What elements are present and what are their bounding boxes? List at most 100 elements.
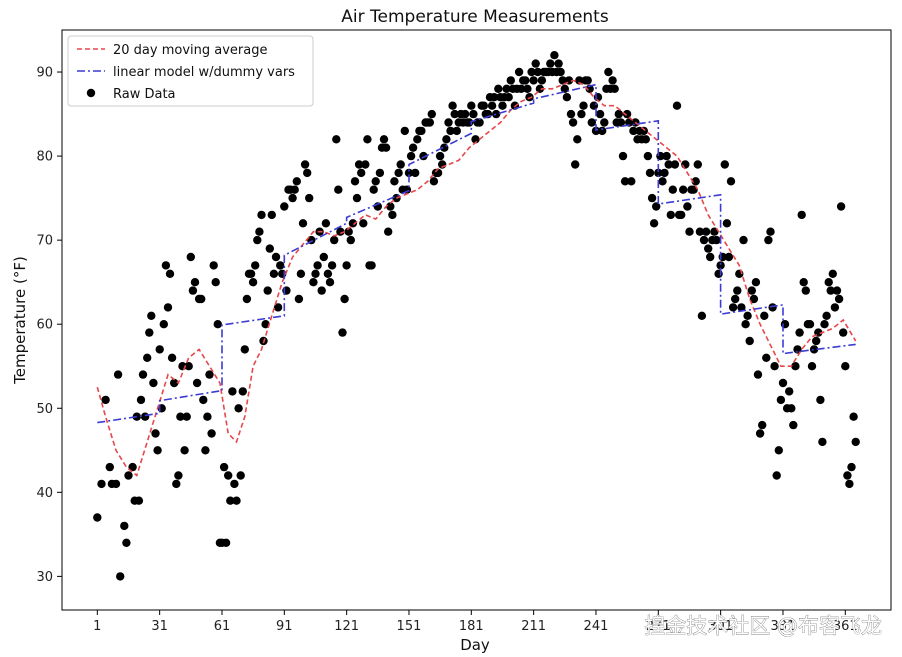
raw-data-point: [354, 160, 364, 169]
raw-data-point: [429, 177, 439, 186]
raw-data-point: [367, 261, 376, 270]
raw-data-point: [502, 84, 511, 94]
raw-data-point: [186, 252, 195, 262]
raw-data-point: [608, 76, 617, 85]
raw-data-point: [517, 84, 526, 94]
raw-data-point: [529, 76, 538, 85]
raw-data-point: [647, 193, 657, 203]
raw-data-point: [629, 126, 638, 136]
raw-data-point: [334, 185, 343, 194]
y-tick-label: 30: [36, 570, 53, 585]
y-axis-label: Temperature (°F): [11, 256, 29, 385]
raw-data-point: [323, 269, 333, 278]
raw-data-point: [847, 462, 856, 472]
raw-data-point: [600, 118, 609, 127]
x-tick-label: 121: [334, 619, 359, 634]
raw-data-point: [163, 303, 173, 312]
raw-data-point: [93, 513, 102, 522]
raw-data-point: [180, 446, 189, 455]
raw-data-point: [346, 235, 355, 245]
raw-data-point: [205, 370, 214, 379]
raw-data-point: [236, 471, 245, 480]
raw-data-point: [514, 67, 524, 77]
raw-data-point: [816, 395, 825, 405]
raw-data-point: [381, 143, 391, 152]
raw-data-point: [170, 378, 179, 388]
raw-data-point: [666, 210, 675, 220]
raw-data-point: [303, 168, 312, 178]
x-tick-label: 301: [708, 619, 733, 634]
raw-data-point: [616, 118, 626, 127]
raw-data-point: [641, 135, 650, 144]
raw-data-point: [743, 311, 752, 320]
raw-data-point: [342, 261, 351, 270]
raw-data-point: [841, 362, 850, 371]
x-tick-label: 331: [771, 619, 796, 634]
x-axis: 1 31 61 91 121 151 181 211 241 271 301 331 361: [93, 610, 858, 634]
raw-data-point: [246, 269, 256, 278]
raw-data-point: [442, 135, 451, 144]
raw-data-point: [460, 109, 470, 119]
raw-data-point: [546, 59, 555, 68]
raw-data-point: [728, 303, 738, 312]
moving-average-line: [96, 79, 857, 477]
raw-data-point: [595, 109, 605, 119]
raw-data-point: [749, 294, 759, 304]
raw-data-point: [809, 345, 819, 354]
raw-data-point: [535, 84, 545, 94]
raw-data-point: [787, 404, 796, 413]
raw-data-point: [327, 261, 337, 270]
legend-label-linear-model: linear model w/dummy vars: [113, 65, 295, 80]
raw-data-point: [660, 168, 669, 178]
raw-data-point: [263, 286, 272, 295]
raw-data-point: [722, 219, 732, 228]
raw-data-point: [618, 151, 628, 161]
raw-data-point: [149, 378, 158, 388]
raw-data-point: [568, 118, 578, 127]
raw-data-point: [242, 294, 252, 304]
x-tick-label: 1: [93, 619, 101, 634]
raw-data-point: [685, 227, 694, 236]
raw-data-point: [435, 151, 445, 161]
raw-data-point: [764, 235, 773, 245]
raw-data-point: [654, 168, 663, 178]
raw-data-point: [140, 412, 150, 421]
raw-data-point: [683, 202, 692, 211]
raw-data-point: [321, 219, 331, 228]
y-axis: 30 40 50 60 70 80 90: [36, 66, 62, 585]
raw-data-point: [579, 101, 588, 110]
raw-data-point: [762, 353, 771, 362]
raw-data-point: [741, 320, 750, 329]
plot-area: [93, 51, 860, 581]
raw-data-point: [238, 387, 247, 396]
raw-data-point: [645, 168, 655, 178]
raw-data-point: [849, 412, 858, 421]
raw-data-point: [643, 151, 653, 161]
raw-data-point: [396, 160, 405, 169]
raw-data-point: [627, 177, 636, 186]
raw-data-point: [851, 437, 860, 447]
raw-data-point: [760, 311, 769, 320]
raw-data-point: [573, 135, 582, 144]
raw-data-point: [411, 168, 420, 178]
raw-data-point: [649, 219, 659, 228]
raw-data-point: [417, 126, 426, 136]
raw-data-point: [701, 227, 711, 236]
raw-data-point: [319, 252, 328, 262]
raw-data-point: [404, 168, 414, 178]
raw-data-point: [371, 177, 380, 186]
raw-data-point: [176, 412, 185, 421]
raw-data-point: [155, 345, 164, 354]
raw-data-point: [537, 76, 547, 85]
raw-data-point: [465, 118, 474, 127]
raw-data-point: [369, 185, 378, 194]
raw-data-point: [751, 278, 761, 287]
raw-data-point: [361, 160, 370, 169]
raw-data-point: [124, 471, 133, 480]
raw-data-point: [622, 109, 632, 119]
raw-data-point: [826, 286, 835, 295]
raw-data-point: [386, 202, 395, 211]
x-tick-label: 241: [584, 619, 609, 634]
raw-data-point: [363, 135, 372, 144]
raw-data-point: [490, 93, 499, 102]
